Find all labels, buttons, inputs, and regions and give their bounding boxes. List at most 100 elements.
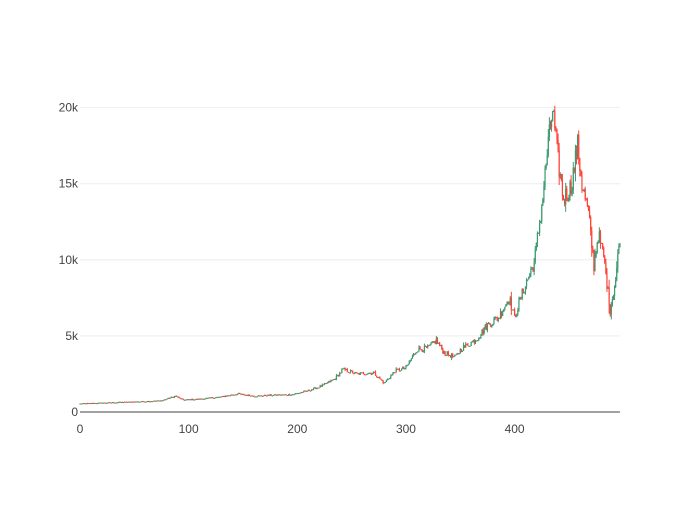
- candle-body-increasing: [455, 354, 457, 356]
- candle-body-increasing: [404, 368, 406, 370]
- candle-body-decreasing: [80, 403, 82, 405]
- candle-body-decreasing: [490, 324, 492, 327]
- candle-body-increasing: [117, 402, 119, 404]
- candle-body-increasing: [267, 394, 269, 397]
- candle-body-decreasing: [370, 372, 372, 375]
- candle-body-increasing: [492, 323, 494, 326]
- candle-body-decreasing: [532, 267, 534, 272]
- candle-body-increasing: [478, 338, 480, 341]
- candle-body-increasing: [359, 372, 361, 375]
- candle-body-increasing: [418, 347, 420, 352]
- candle-body-decreasing: [306, 390, 308, 392]
- candle-body-increasing: [527, 279, 529, 281]
- candle-body-increasing: [284, 394, 286, 396]
- candle-body-increasing: [470, 341, 472, 346]
- candle-body-increasing: [321, 384, 323, 387]
- candle-body-decreasing: [95, 403, 97, 405]
- candle-body-increasing: [443, 351, 445, 354]
- candle-body-increasing: [158, 400, 160, 402]
- candle-body-increasing: [406, 365, 408, 367]
- candle-body-increasing: [422, 350, 424, 352]
- candle-body-increasing: [257, 395, 259, 397]
- candle-body-decreasing: [233, 394, 235, 396]
- candle-body-decreasing: [235, 394, 238, 396]
- candle-body-decreasing: [561, 179, 564, 196]
- candle-body-decreasing: [182, 398, 184, 400]
- candle-body-increasing: [454, 354, 456, 357]
- candle-body-increasing: [506, 302, 508, 305]
- candle-body-increasing: [208, 397, 210, 399]
- candle-body-decreasing: [351, 370, 353, 372]
- candle-body-increasing: [293, 394, 295, 396]
- candle-body-increasing: [186, 399, 189, 401]
- candle-body-decreasing: [584, 189, 586, 200]
- candle-body-decreasing: [171, 396, 173, 398]
- candle-body-increasing: [141, 401, 143, 403]
- candle-body-decreasing: [183, 399, 185, 401]
- candle-body-decreasing: [585, 199, 587, 201]
- candle-body-increasing: [278, 394, 280, 396]
- candle-body-decreasing: [253, 396, 255, 398]
- candle-body-decreasing: [159, 400, 162, 402]
- candle-body-increasing: [612, 295, 615, 300]
- x-tick-label: 0: [77, 422, 84, 436]
- y-tick-label: 10k: [59, 253, 79, 267]
- candle-body-increasing: [106, 402, 108, 404]
- candle-body-decreasing: [580, 170, 582, 176]
- candle-body-decreasing: [593, 252, 595, 272]
- candle-body-increasing: [220, 396, 222, 398]
- candle-body-decreasing: [425, 346, 428, 348]
- x-tick-label: 200: [287, 422, 307, 436]
- candle-body-decreasing: [274, 394, 277, 396]
- candle-body-decreasing: [376, 375, 378, 378]
- candle-body-decreasing: [121, 401, 123, 403]
- candle-body-increasing: [343, 368, 345, 370]
- candle-body-decreasing: [305, 390, 307, 392]
- candle-body-increasing: [480, 334, 482, 338]
- y-tick-label: 5k: [65, 329, 79, 343]
- candle-body-decreasing: [190, 399, 192, 401]
- candle-body-decreasing: [154, 400, 156, 402]
- candle-body-decreasing: [109, 402, 112, 404]
- candle-body-increasing: [281, 394, 283, 396]
- candle-body-decreasing: [326, 383, 328, 385]
- candle-body-increasing: [331, 379, 333, 381]
- candle-body-increasing: [107, 402, 109, 404]
- candle-body-increasing: [384, 382, 386, 384]
- candle-body-increasing: [271, 395, 273, 397]
- candle-body-increasing: [230, 394, 232, 396]
- candle-body-decreasing: [91, 403, 93, 405]
- candle-body-increasing: [256, 396, 258, 398]
- x-tick-label: 100: [179, 422, 199, 436]
- candle-body-increasing: [540, 220, 542, 223]
- candle-body-decreasing: [252, 395, 254, 397]
- candle-body-decreasing: [344, 368, 346, 370]
- candle-body-increasing: [368, 372, 370, 374]
- candle-body-decreasing: [134, 401, 137, 403]
- candle-body-increasing: [610, 305, 612, 315]
- candle-body-decreasing: [270, 394, 272, 396]
- candle-body-decreasing: [201, 398, 203, 400]
- candle-body-increasing: [568, 197, 570, 201]
- candle-body-increasing: [360, 372, 363, 374]
- candle-body-increasing: [469, 345, 471, 347]
- candle-body-increasing: [332, 379, 334, 381]
- candle-body-decreasing: [578, 134, 580, 158]
- candle-body-increasing: [529, 274, 531, 278]
- candle-body-increasing: [298, 392, 301, 394]
- candle-body-increasing: [354, 371, 356, 374]
- candle-body-increasing: [408, 361, 410, 365]
- candle-body-decreasing: [414, 353, 416, 355]
- candle-body-decreasing: [198, 398, 201, 400]
- candle-body-increasing: [169, 397, 171, 399]
- grid-layer: [80, 107, 620, 337]
- candle-body-increasing: [319, 385, 321, 388]
- candle-body-increasing: [116, 402, 118, 404]
- candle-body-increasing: [146, 401, 148, 403]
- candle-body-decreasing: [374, 372, 377, 376]
- candle-body-decreasing: [380, 378, 382, 380]
- candle-body-increasing: [431, 341, 433, 344]
- candle-body-decreasing: [557, 139, 559, 151]
- candle-body-increasing: [206, 397, 208, 399]
- candle-body-increasing: [217, 396, 219, 398]
